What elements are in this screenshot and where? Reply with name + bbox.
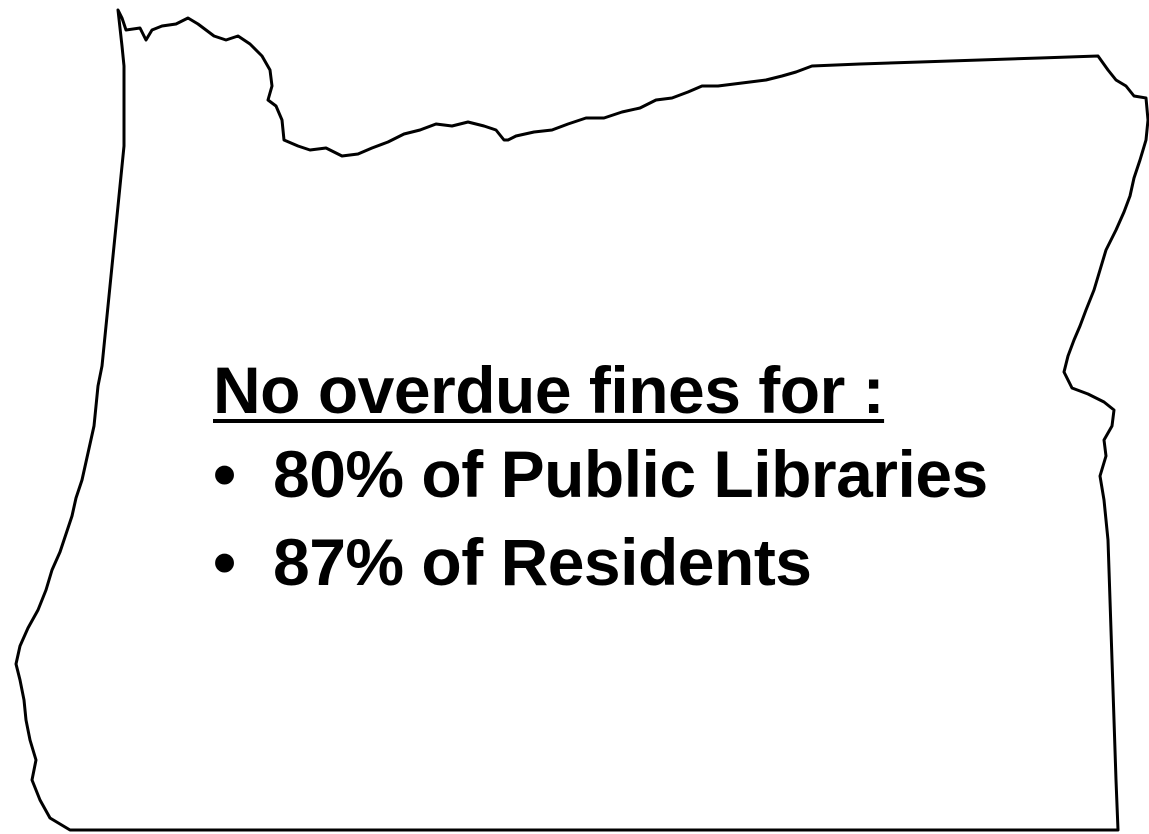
stat-text-residents: 87% of Residents bbox=[273, 525, 812, 599]
callout-heading: No overdue fines for : bbox=[213, 353, 885, 427]
fines-callout: No overdue fines for : • 80% of Public Li… bbox=[213, 350, 988, 606]
stat-text-public-libraries: 80% of Public Libraries bbox=[273, 437, 988, 511]
list-item-residents: • 87% of Residents bbox=[213, 518, 988, 606]
stat-list: • 80% of Public Libraries • 87% of Residen… bbox=[213, 430, 988, 606]
bullet-icon: • bbox=[213, 525, 236, 599]
list-item-public-libraries: • 80% of Public Libraries bbox=[213, 430, 988, 518]
state-border bbox=[14, 8, 1149, 832]
bullet-icon: • bbox=[213, 437, 236, 511]
